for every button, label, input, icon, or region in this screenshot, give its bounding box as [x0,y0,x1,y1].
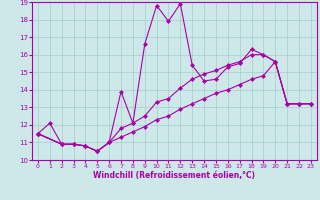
X-axis label: Windchill (Refroidissement éolien,°C): Windchill (Refroidissement éolien,°C) [93,171,255,180]
